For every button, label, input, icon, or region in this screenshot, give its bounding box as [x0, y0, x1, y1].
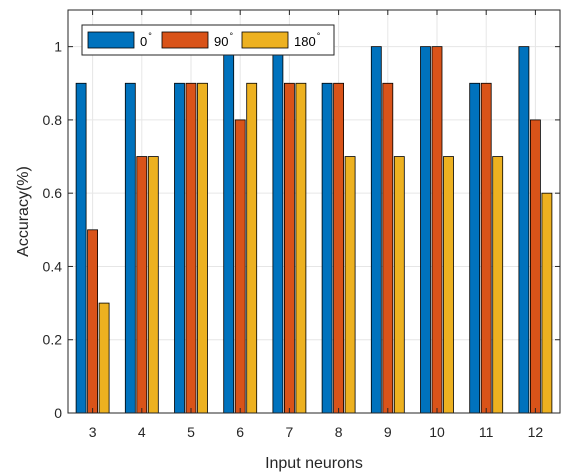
- x-tick-label: 8: [335, 424, 343, 440]
- bar-0-11: [469, 82, 481, 414]
- y-tick-label: 0.2: [43, 332, 63, 348]
- bar-90-10: [431, 46, 443, 414]
- y-tick-label: 0.6: [43, 185, 63, 201]
- bar-180-4: [147, 156, 159, 414]
- bar-180-6: [246, 82, 258, 414]
- x-tick-label: 5: [187, 424, 195, 440]
- x-tick-label: 3: [89, 424, 97, 440]
- legend-label-0: 0: [140, 34, 147, 49]
- bar-90-9: [382, 82, 394, 414]
- bar-90-3: [87, 229, 98, 414]
- bar-180-8: [344, 156, 356, 414]
- bar-0-7: [272, 46, 284, 414]
- legend: 0 ° 90 ° 180 °: [81, 24, 335, 56]
- bar-90-6: [234, 119, 246, 414]
- y-tick-label: 0.8: [43, 112, 63, 128]
- bars: [75, 46, 553, 414]
- x-tick-label: 7: [286, 424, 294, 440]
- y-tick-label: 0.4: [43, 258, 63, 274]
- bar-0-4: [124, 82, 136, 414]
- bar-90-7: [283, 82, 295, 414]
- bar-180-9: [393, 156, 405, 414]
- bar-0-3: [75, 82, 87, 414]
- legend-degree-symbol: °: [229, 31, 233, 41]
- bar-180-12: [541, 192, 553, 414]
- bar-90-4: [136, 156, 148, 414]
- legend-label-180: 180: [294, 34, 316, 49]
- x-tick-label: 10: [429, 424, 445, 440]
- x-tick-label: 4: [138, 424, 146, 440]
- legend-swatch-90: [161, 31, 209, 49]
- bar-180-7: [295, 82, 307, 414]
- bar-180-10: [443, 156, 454, 414]
- y-tick-label: 1: [54, 39, 62, 55]
- bar-90-8: [333, 82, 345, 414]
- bar-0-5: [174, 82, 185, 414]
- bar-0-8: [321, 82, 333, 414]
- legend-degree-symbol: °: [317, 31, 321, 41]
- plot-area-frame: [67, 9, 561, 414]
- bar-180-11: [492, 156, 504, 414]
- legend-swatch-180: [241, 31, 289, 49]
- x-tick-label: 11: [479, 424, 494, 440]
- bar-0-9: [370, 46, 382, 414]
- y-axis-label: Accuracy(%): [15, 166, 32, 257]
- axis-ticks: 0 0.2 0.4 0.6 0.8 1 3 4 5 6 7 8 9 10 11 12: [43, 10, 560, 440]
- bar-90-11: [480, 82, 492, 414]
- bar-90-5: [185, 82, 197, 414]
- bar-0-6: [223, 46, 235, 414]
- bar-180-5: [197, 82, 208, 414]
- legend-degree-symbol: °: [148, 31, 152, 41]
- bar-0-12: [518, 46, 530, 414]
- x-tick-label: 9: [384, 424, 392, 440]
- x-tick-label: 6: [236, 424, 244, 440]
- x-tick-label: 12: [528, 424, 544, 440]
- bar-90-12: [530, 119, 541, 414]
- bar-0-10: [420, 46, 431, 414]
- x-axis-label: Input neurons: [265, 455, 363, 472]
- bar-180-3: [98, 302, 110, 414]
- legend-label-90: 90: [214, 34, 228, 49]
- legend-swatch-0: [87, 31, 135, 49]
- y-tick-label: 0: [54, 405, 62, 421]
